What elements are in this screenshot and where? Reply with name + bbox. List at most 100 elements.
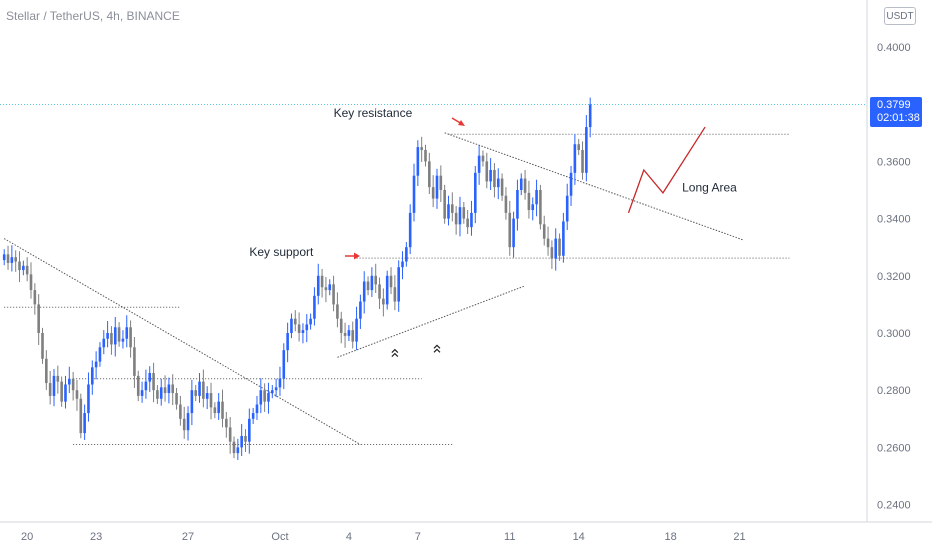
candle (271, 385, 274, 399)
candle (378, 277, 381, 309)
candle (98, 342, 102, 367)
candle (405, 242, 408, 267)
candle-body (75, 390, 79, 399)
candle (382, 288, 385, 317)
candle-body (194, 390, 197, 396)
candle (493, 163, 496, 198)
candle (328, 279, 332, 296)
candle (420, 136, 423, 162)
candle (29, 262, 33, 299)
candle (481, 150, 485, 167)
candle (236, 438, 240, 460)
candle-body (221, 401, 224, 419)
candle (209, 382, 213, 420)
chevron-up-icon (433, 344, 441, 349)
candle (393, 275, 397, 311)
candle-body (29, 274, 33, 291)
annotation-label-2: Long Area (682, 180, 737, 194)
candle-body (64, 384, 67, 402)
x-tick-label: 14 (573, 531, 585, 543)
candle-body (22, 265, 25, 271)
candle-body (558, 238, 561, 256)
candle-body (113, 327, 117, 345)
candle-body (56, 375, 60, 382)
candle-body (248, 418, 251, 442)
candle-body (569, 172, 573, 196)
candle (136, 370, 140, 402)
candle-body (6, 254, 10, 263)
candle-body (554, 238, 558, 259)
candle (18, 251, 21, 283)
candle-body (271, 390, 274, 394)
candle-body (496, 178, 500, 188)
candle (202, 369, 205, 408)
candle-body (286, 333, 289, 351)
candle-body (259, 390, 263, 405)
candle-body (527, 192, 531, 211)
candle-body (493, 169, 496, 188)
candle (125, 315, 129, 348)
candle-body (328, 284, 332, 291)
candle-body (48, 383, 52, 396)
candles (2, 97, 592, 460)
candle (52, 369, 56, 407)
candle (94, 351, 98, 380)
candle (186, 406, 190, 441)
candle (339, 311, 343, 344)
candle (336, 292, 339, 328)
candle (370, 267, 374, 297)
candle-body (481, 155, 485, 162)
candle (374, 263, 378, 293)
candle-body (290, 318, 293, 333)
candle-body (282, 350, 286, 379)
candle (397, 260, 400, 312)
candle-body (10, 257, 14, 263)
y-tick-label: 0.3200 (877, 271, 911, 283)
double-chevron-up-icon (391, 348, 399, 358)
candle (278, 366, 282, 396)
candle-body (439, 175, 443, 190)
candle-body (163, 387, 167, 394)
candle (355, 306, 358, 351)
projection-line (627, 126, 706, 214)
candle-body (389, 275, 393, 288)
candle-body (232, 441, 236, 454)
candle-body (435, 175, 439, 199)
candle-body (443, 190, 446, 219)
candle-body (309, 318, 312, 325)
currency-button[interactable]: USDT (884, 7, 916, 25)
candle (48, 371, 52, 405)
candle-body (550, 247, 554, 259)
candle-body (458, 207, 462, 225)
candle (316, 263, 320, 305)
candle-body (588, 104, 592, 128)
x-tick-label: 18 (664, 531, 676, 543)
candle (389, 267, 393, 295)
candle (588, 97, 592, 138)
candle-body (2, 254, 6, 261)
candle-body (14, 257, 17, 262)
candle-body (485, 161, 489, 182)
candle (68, 366, 71, 394)
candle-body (71, 378, 75, 391)
candle-body (60, 381, 63, 402)
candle (113, 316, 117, 357)
candle (25, 257, 29, 282)
x-tick-label: 4 (346, 531, 352, 543)
candle (301, 323, 305, 344)
candle (527, 180, 531, 219)
candle-body (416, 147, 420, 176)
candle (144, 369, 148, 399)
candle (428, 152, 431, 195)
candle-body (305, 324, 309, 331)
candle (37, 294, 40, 346)
candle (87, 372, 90, 422)
candle-body (351, 330, 355, 342)
candle-body (500, 178, 504, 196)
candle-body (175, 393, 178, 405)
candle (466, 210, 469, 235)
candle (64, 375, 67, 409)
candle (573, 133, 577, 185)
candle (117, 322, 121, 347)
candle-body (144, 381, 148, 391)
